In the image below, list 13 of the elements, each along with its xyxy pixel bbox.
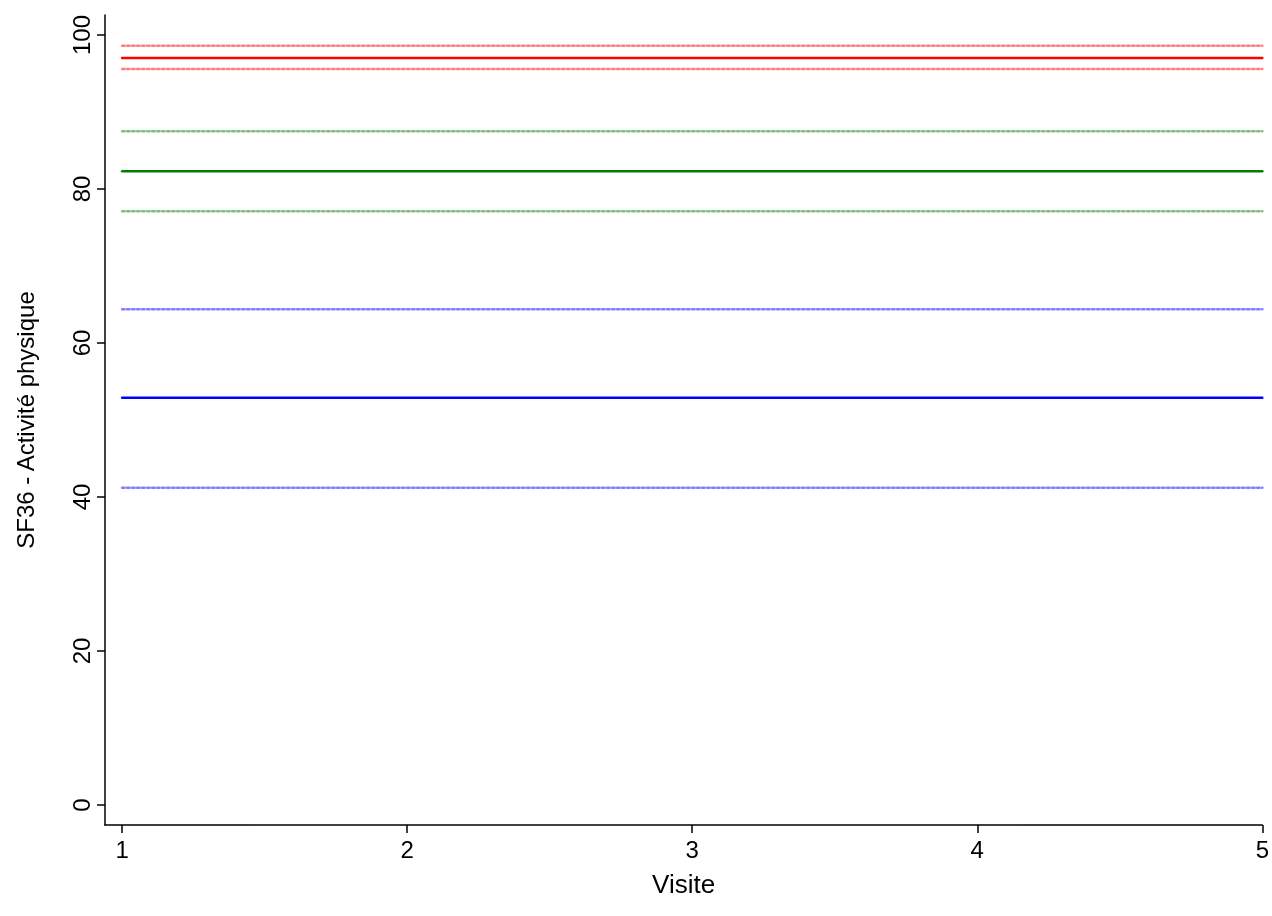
x-tick-label: 2 — [400, 835, 414, 863]
y-tick-label: 40 — [67, 483, 95, 511]
x-tick-label: 4 — [970, 835, 984, 863]
y-tick-label: 80 — [67, 175, 95, 203]
x-axis-title: Visite — [652, 869, 716, 899]
x-tick-label: 3 — [685, 835, 699, 863]
y-tick-label: 20 — [67, 637, 95, 665]
x-tick-label: 1 — [115, 835, 129, 863]
y-tick-label: 60 — [67, 329, 95, 357]
y-tick-label: 0 — [67, 798, 95, 812]
y-tick-label: 100 — [67, 15, 95, 56]
y-axis-title: SF36 - Activité physique — [11, 291, 39, 549]
x-tick-label: 5 — [1255, 835, 1270, 863]
